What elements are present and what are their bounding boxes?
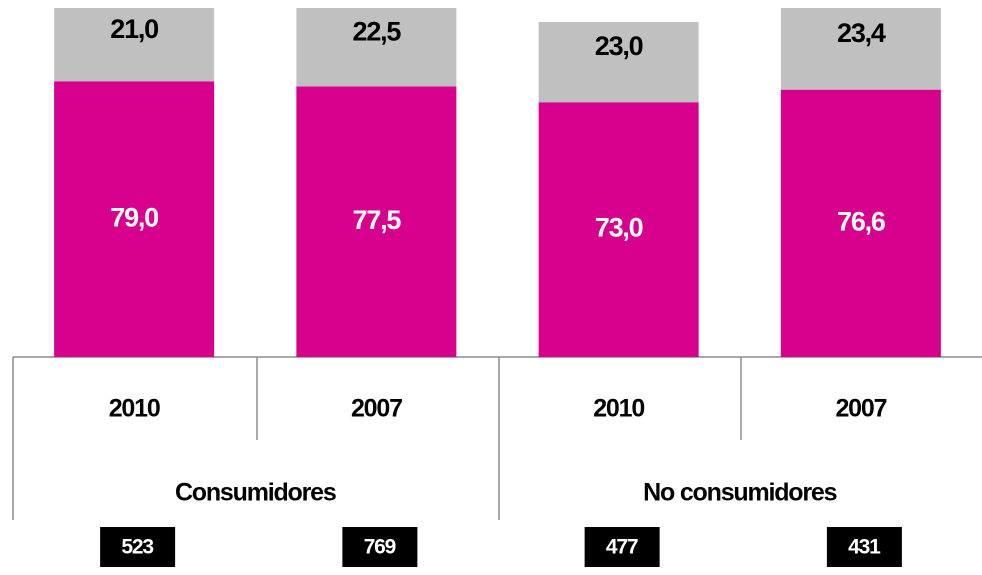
bar-segment [296,8,457,87]
category-label: 2007 [351,395,402,423]
bar-segment [538,102,699,357]
value-label: 73,0 [595,213,643,243]
bar-segment [296,86,457,358]
category-label: 2010 [593,395,644,423]
sample-size-box [826,527,902,567]
value-label: 22,5 [353,16,402,46]
category-label: 2010 [109,395,160,423]
sample-size: 523 [121,536,153,559]
sample-size-box [100,527,176,567]
sample-size: 477 [606,536,638,559]
group-label: No consumidores [643,479,836,507]
group-label: Consumidores [175,479,336,507]
bar-segment [538,21,699,103]
sample-size: 769 [364,536,396,559]
sample-size-box [342,527,418,567]
bar-segment [780,8,941,90]
value-label: 23,4 [837,18,886,48]
category-label: 2007 [835,395,886,423]
value-label: 23,0 [595,31,643,61]
value-label: 79,0 [110,202,158,232]
bar-segment [54,81,215,357]
value-label: 76,6 [837,206,886,236]
sample-size-box [584,527,660,567]
value-label: 21,0 [110,14,158,44]
value-label: 77,5 [353,205,402,235]
bar-segment [780,89,941,357]
bar-segment [54,8,215,82]
sample-size: 431 [848,536,881,559]
